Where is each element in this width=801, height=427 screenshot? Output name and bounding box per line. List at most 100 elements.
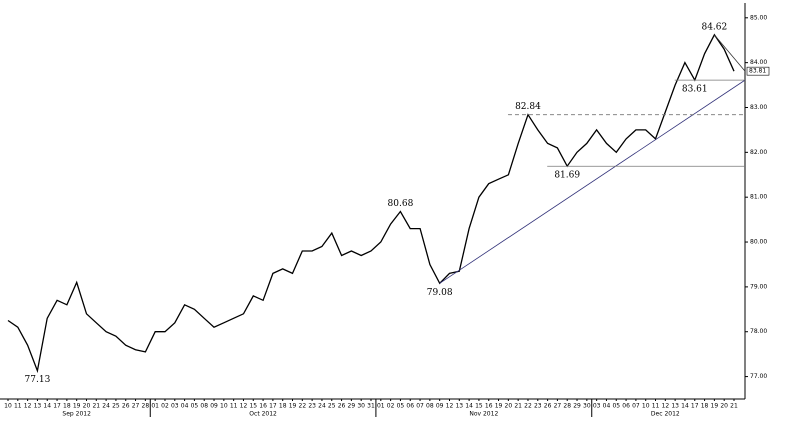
x-tick-label: 27 <box>132 403 140 410</box>
x-tick-label: 18 <box>63 403 71 410</box>
x-tick-label: 19 <box>73 403 81 410</box>
x-tick-label: 07 <box>632 403 640 410</box>
x-tick-label: 11 <box>652 403 660 410</box>
x-tick-label: 18 <box>279 403 287 410</box>
x-tick-label: 06 <box>406 403 414 410</box>
y-tick-label: 78.00 <box>750 328 767 335</box>
x-tick-label: 12 <box>24 403 32 410</box>
x-tick-label: 20 <box>83 403 91 410</box>
x-tick-label: 11 <box>230 403 238 410</box>
x-tick-label: 14 <box>681 403 689 410</box>
x-tick-label: 04 <box>603 403 611 410</box>
x-tick-label: 17 <box>691 403 699 410</box>
x-tick-label: 21 <box>92 403 100 410</box>
x-tick-label: 20 <box>505 403 513 410</box>
x-tick-label: 19 <box>495 403 503 410</box>
x-tick-label: 05 <box>397 403 405 410</box>
x-tick-label: 15 <box>249 403 257 410</box>
x-tick-label: 29 <box>573 403 581 410</box>
annotation-label: 80.68 <box>388 199 414 209</box>
x-tick-label: 28 <box>563 403 571 410</box>
x-tick-label: 23 <box>534 403 542 410</box>
x-tick-label: 31 <box>367 403 375 410</box>
y-tick-label: 82.00 <box>750 149 767 156</box>
x-tick-label: 21 <box>514 403 522 410</box>
x-tick-label: 22 <box>524 403 532 410</box>
x-tick-label: 08 <box>426 403 434 410</box>
x-tick-label: 12 <box>240 403 248 410</box>
x-tick-label: 13 <box>671 403 679 410</box>
month-label: Dec 2012 <box>651 411 680 418</box>
x-tick-label: 10 <box>220 403 228 410</box>
x-tick-label: 05 <box>612 403 620 410</box>
month-label: Oct 2012 <box>249 411 277 418</box>
y-tick-label: 83.00 <box>750 104 767 111</box>
x-tick-label: 16 <box>259 403 267 410</box>
x-tick-label: 13 <box>34 403 42 410</box>
x-tick-label: 19 <box>289 403 297 410</box>
x-tick-label: 22 <box>299 403 307 410</box>
x-tick-label: 05 <box>191 403 199 410</box>
annotation-label: 82.84 <box>515 102 541 112</box>
x-tick-label: 30 <box>357 403 365 410</box>
x-tick-label: 28 <box>142 403 150 410</box>
x-tick-label: 01 <box>151 403 159 410</box>
x-tick-label: 08 <box>200 403 208 410</box>
trend-line <box>439 79 746 284</box>
month-label: Nov 2012 <box>469 411 498 418</box>
x-tick-label: 27 <box>554 403 562 410</box>
x-tick-label: 23 <box>308 403 316 410</box>
x-tick-label: 10 <box>642 403 650 410</box>
x-tick-label: 01 <box>377 403 385 410</box>
x-tick-label: 25 <box>328 403 336 410</box>
annotation-label: 84.62 <box>701 22 727 32</box>
x-tick-label: 26 <box>544 403 552 410</box>
x-tick-label: 03 <box>593 403 601 410</box>
last-value-label: 83.81 <box>749 68 766 75</box>
annotation-label: 81.69 <box>554 171 580 181</box>
month-label: Sep 2012 <box>62 411 91 418</box>
annotation-label: 79.08 <box>427 288 453 298</box>
x-tick-label: 13 <box>455 403 463 410</box>
x-tick-label: 25 <box>112 403 120 410</box>
y-tick-label: 85.00 <box>750 14 767 21</box>
x-tick-label: 19 <box>711 403 719 410</box>
trend-line <box>714 34 746 72</box>
x-tick-label: 12 <box>446 403 454 410</box>
x-tick-label: 10 <box>4 403 12 410</box>
y-tick-label: 77.00 <box>750 373 767 380</box>
x-tick-label: 24 <box>318 403 326 410</box>
x-tick-label: 14 <box>465 403 473 410</box>
x-tick-label: 24 <box>102 403 110 410</box>
price-line <box>7 33 735 374</box>
x-tick-label: 07 <box>416 403 424 410</box>
x-tick-label: 26 <box>122 403 130 410</box>
x-tick-label: 29 <box>348 403 356 410</box>
x-tick-label: 18 <box>701 403 709 410</box>
x-tick-label: 02 <box>387 403 395 410</box>
x-tick-label: 06 <box>622 403 630 410</box>
x-tick-label: 16 <box>485 403 493 410</box>
x-tick-label: 17 <box>53 403 61 410</box>
annotation-label: 83.61 <box>682 85 708 95</box>
x-tick-label: 09 <box>210 403 218 410</box>
x-tick-label: 09 <box>436 403 444 410</box>
x-tick-label: 02 <box>161 403 169 410</box>
x-tick-label: 04 <box>181 403 189 410</box>
x-tick-label: 30 <box>583 403 591 410</box>
x-tick-label: 12 <box>662 403 670 410</box>
x-tick-label: 26 <box>338 403 346 410</box>
annotation-label: 77.13 <box>25 375 51 385</box>
x-tick-label: 03 <box>171 403 179 410</box>
x-tick-label: 21 <box>730 403 738 410</box>
y-tick-label: 81.00 <box>750 194 767 201</box>
x-tick-label: 14 <box>43 403 51 410</box>
x-tick-label: 20 <box>720 403 728 410</box>
y-tick-label: 80.00 <box>750 239 767 246</box>
y-tick-label: 79.00 <box>750 283 767 290</box>
x-tick-label: 11 <box>14 403 22 410</box>
x-tick-label: 17 <box>269 403 277 410</box>
y-tick-label: 84.00 <box>750 59 767 66</box>
